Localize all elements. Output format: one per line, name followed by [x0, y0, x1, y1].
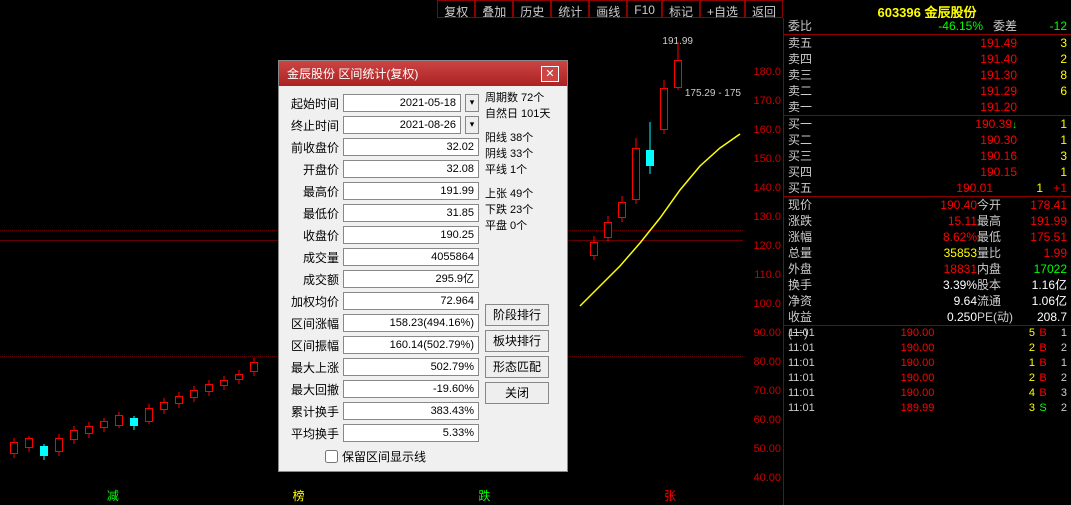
candle [590, 236, 598, 260]
stat-平线: 平线 1个 [485, 164, 561, 177]
candle [160, 398, 168, 414]
stat-阳线: 阳线 38个 [485, 132, 561, 145]
field-区间振幅[interactable]: 160.14(502.79%) [343, 336, 479, 354]
candle [618, 196, 626, 222]
toolbar-F10[interactable]: F10 [627, 0, 662, 18]
stat-阴线: 阴线 33个 [485, 148, 561, 161]
candle [646, 122, 654, 174]
dropdown-icon[interactable]: ▾ [465, 116, 479, 134]
stat-上张: 上张 49个 [485, 188, 561, 201]
candle [55, 434, 63, 456]
bottom-label: 减 [20, 487, 206, 505]
ytick: 90.00 [753, 327, 781, 339]
candle [130, 416, 138, 430]
tick-row: 11:01190.005B1 [784, 326, 1071, 341]
ytick: 70.00 [753, 385, 781, 397]
candle [674, 42, 682, 90]
candle [40, 444, 48, 460]
toolbar-+自选[interactable]: +自选 [700, 0, 745, 18]
stat-平盘: 平盘 0个 [485, 220, 561, 233]
field-累计换手[interactable]: 383.43% [343, 402, 479, 420]
candle [25, 436, 33, 452]
y-axis: 180.0 170.0 160.0 150.0 140.0 130.0 120.0 110.0… [743, 18, 783, 505]
toolbar: 复权叠加历史统计画线F10标记+自选返回 [437, 0, 783, 18]
candle [205, 380, 213, 396]
toolbar-复权[interactable]: 复权 [437, 0, 475, 18]
tick-row: 11:01190.004B3 [784, 386, 1071, 401]
candle [175, 392, 183, 408]
btn-形态匹配[interactable]: 形态匹配 [485, 356, 549, 378]
keep-lines-checkbox[interactable] [325, 450, 338, 463]
field-最高价[interactable]: 191.99 [343, 182, 479, 200]
field-最大上涨[interactable]: 502.79% [343, 358, 479, 376]
field-最低价[interactable]: 31.85 [343, 204, 479, 222]
close-icon[interactable]: ✕ [541, 66, 559, 82]
stat-下跌: 下跌 23个 [485, 204, 561, 217]
field-起始时间[interactable]: 2021-05-18 [343, 94, 461, 112]
price-label: 175.29 - 175 [685, 88, 741, 99]
candle [145, 404, 153, 424]
candle [190, 386, 198, 402]
ytick: 170.0 [753, 95, 781, 107]
bottom-label: 跌 [392, 487, 578, 505]
ytick: 40.00 [753, 472, 781, 484]
candle [115, 412, 123, 428]
tick-row: 11:01190.001B1 [784, 356, 1071, 371]
tick-row: 11:01190.002B2 [784, 341, 1071, 356]
ytick: 180.0 [753, 66, 781, 78]
btn-关闭[interactable]: 关闭 [485, 382, 549, 404]
field-终止时间[interactable]: 2021-08-26 [343, 116, 461, 134]
dropdown-icon[interactable]: ▾ [465, 94, 479, 112]
toolbar-返回[interactable]: 返回 [745, 0, 783, 18]
stat-周期数: 周期数 72个 [485, 92, 561, 105]
field-收盘价[interactable]: 190.25 [343, 226, 479, 244]
ytick: 120.0 [753, 240, 781, 252]
ytick: 60.00 [753, 414, 781, 426]
toolbar-标记[interactable]: 标记 [662, 0, 700, 18]
toolbar-历史[interactable]: 历史 [513, 0, 551, 18]
stat-自然日: 自然日 101天 [485, 108, 561, 121]
candle [660, 80, 668, 134]
candle [100, 418, 108, 432]
candle [235, 370, 243, 384]
bottom-label: 榜 [206, 487, 392, 505]
quote-panel: 委比-46.15%委差-12卖五191.493卖四191.402卖三191.30… [783, 18, 1071, 505]
dialog-titlebar[interactable]: 金辰股份 区间统计(复权) ✕ [279, 61, 567, 86]
tick-row: 11:01189.993S2 [784, 401, 1071, 416]
toolbar-画线[interactable]: 画线 [589, 0, 627, 18]
candle [70, 426, 78, 444]
tick-row: 11:01190.002B2 [784, 371, 1071, 386]
field-成交额[interactable]: 295.9亿 [343, 270, 479, 288]
bottom-labels: 减榜跌张 [0, 487, 783, 505]
ytick: 50.00 [753, 443, 781, 455]
ytick: 160.0 [753, 124, 781, 136]
ytick: 100.0 [753, 298, 781, 310]
stats-dialog: 金辰股份 区间统计(复权) ✕ 起始时间2021-05-18▾终止时间2021-… [278, 60, 568, 472]
field-加权均价[interactable]: 72.964 [343, 292, 479, 310]
ytick: 80.00 [753, 356, 781, 368]
bottom-label: 张 [577, 487, 763, 505]
field-前收盘价[interactable]: 32.02 [343, 138, 479, 156]
field-开盘价[interactable]: 32.08 [343, 160, 479, 178]
field-成交量[interactable]: 4055864 [343, 248, 479, 266]
toolbar-叠加[interactable]: 叠加 [475, 0, 513, 18]
dialog-title: 金辰股份 区间统计(复权) [287, 65, 418, 82]
field-最大回撤[interactable]: -19.60% [343, 380, 479, 398]
candle [632, 138, 640, 204]
ytick: 140.0 [753, 182, 781, 194]
btn-阶段排行[interactable]: 阶段排行 [485, 304, 549, 326]
candle [85, 422, 93, 438]
toolbar-统计[interactable]: 统计 [551, 0, 589, 18]
ytick: 130.0 [753, 211, 781, 223]
candle [604, 216, 612, 242]
ytick: 110.0 [754, 269, 781, 281]
field-区间涨幅[interactable]: 158.23(494.16%) [343, 314, 479, 332]
ytick: 150.0 [753, 153, 781, 165]
btn-板块排行[interactable]: 板块排行 [485, 330, 549, 352]
candle [250, 358, 258, 376]
candle [220, 376, 228, 390]
candle [10, 438, 18, 458]
field-平均换手[interactable]: 5.33% [343, 424, 479, 442]
